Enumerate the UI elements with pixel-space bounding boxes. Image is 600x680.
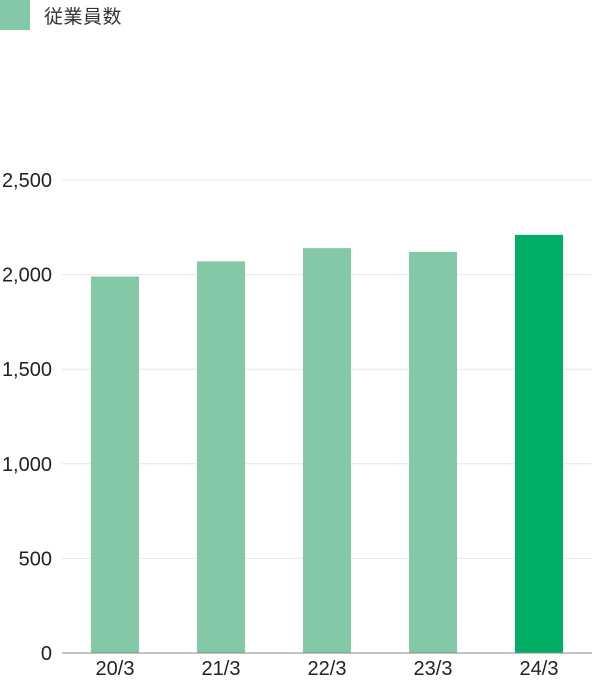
x-tick-label: 23/3	[414, 658, 453, 680]
legend-swatch	[0, 0, 30, 30]
bar	[91, 276, 139, 653]
chart-legend: 従業員数	[0, 0, 122, 30]
bar	[303, 248, 351, 653]
y-tick-label: 1,000	[2, 454, 52, 476]
y-tick-label: 2,000	[2, 265, 52, 287]
x-tick-label: 20/3	[96, 658, 135, 680]
y-tick-label: 1,500	[2, 359, 52, 381]
y-tick-label: 2,500	[2, 170, 52, 192]
bar	[409, 251, 457, 653]
bar	[197, 261, 245, 653]
x-tick-label: 21/3	[202, 658, 241, 680]
y-tick-label: 0	[41, 643, 52, 665]
x-tick-label: 22/3	[308, 658, 347, 680]
x-tick-label: 24/3	[520, 658, 559, 680]
legend-label: 従業員数	[44, 5, 123, 28]
y-tick-label: 500	[19, 548, 52, 570]
bar	[515, 234, 563, 654]
